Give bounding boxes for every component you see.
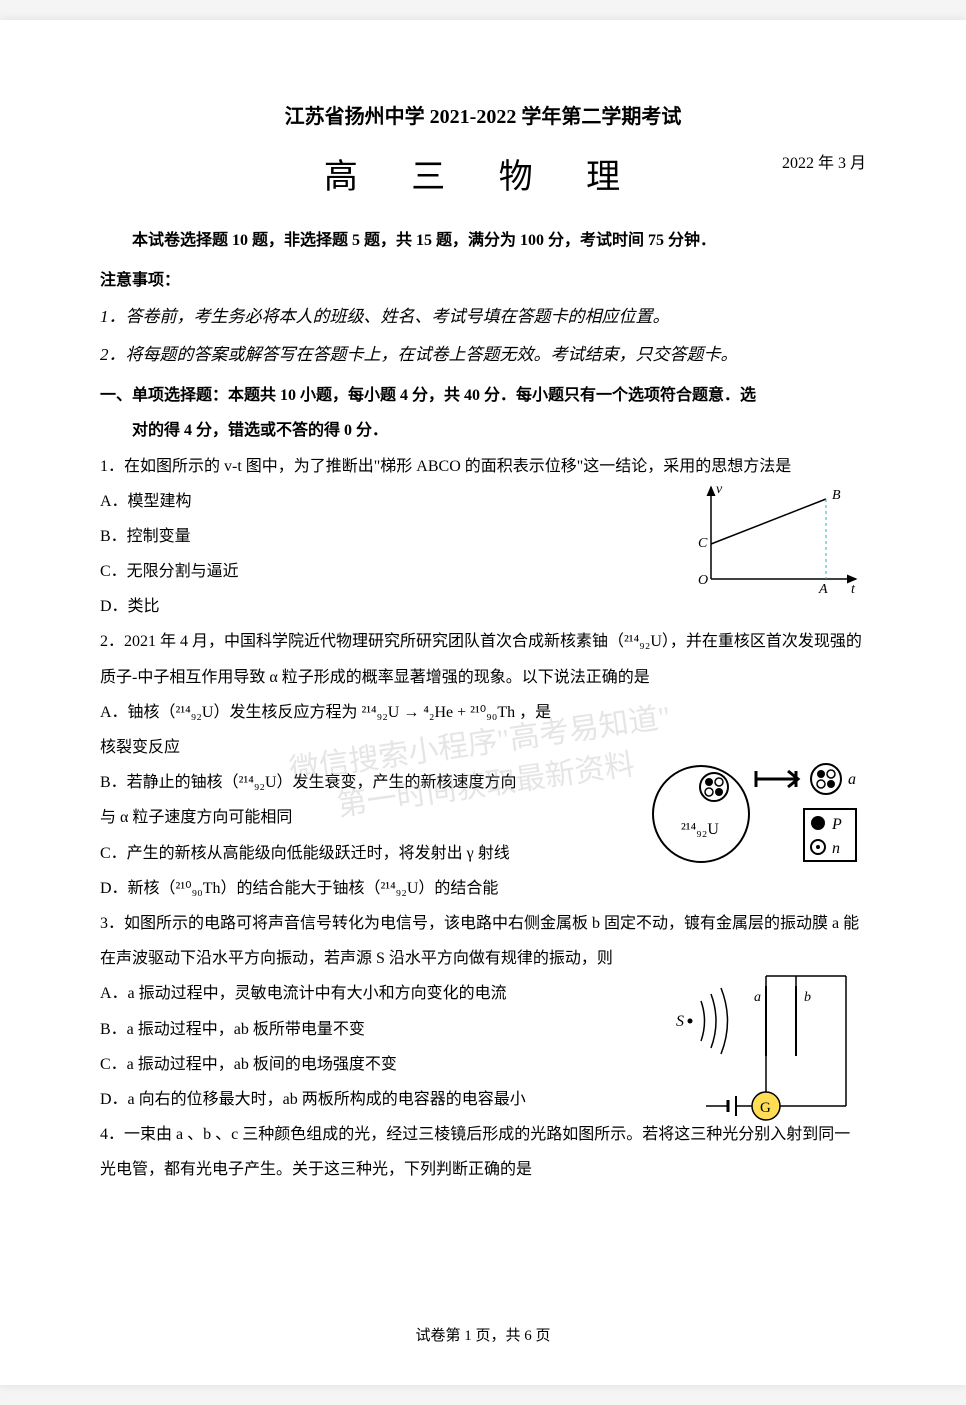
label-a: a [848, 771, 856, 788]
subject-row: 高 三 物 理 2022 年 3 月 [100, 149, 866, 198]
vt-graph-icon: O C B A v t [686, 479, 866, 599]
question-2: 2．2021 年 4 月，中国科学院近代物理研究所研究团队首次合成新核素铀（²¹… [100, 624, 866, 906]
label-S: S [676, 1013, 684, 1030]
nucleus-diagram-icon: ²¹⁴₉₂U a P n [646, 749, 866, 879]
label-t: t [851, 582, 856, 597]
label-A: A [818, 582, 828, 597]
section-1-line1: 一、单项选择题：本题共 10 小题，每小题 4 分，共 40 分．每小题只有一个… [100, 387, 756, 404]
label-n: n [832, 840, 840, 857]
question-1: 1．在如图所示的 v-t 图中，为了推断出"梯形 ABCO 的面积表示位移"这一… [100, 449, 866, 625]
label-plate-b: b [804, 990, 811, 1005]
label-P: P [831, 816, 842, 833]
label-U: ²¹⁴₉₂U [681, 821, 719, 838]
label-C: C [698, 536, 708, 551]
q2-opt-a-1: A．铀核（²¹⁴₉₂U）发生核反应方程为 ²¹⁴₉₂U → ⁴₂He + ²¹⁰… [100, 695, 866, 730]
label-G: G [760, 1100, 771, 1116]
label-O: O [698, 573, 708, 588]
q4-text: 4．一束由 a 、b 、c 三种颜色组成的光，经过三棱镜后形成的光路如图所示。若… [100, 1117, 866, 1187]
page-footer: 试卷第 1 页，共 6 页 [0, 1324, 966, 1345]
question-4: 4．一束由 a 、b 、c 三种颜色组成的光，经过三棱镜后形成的光路如图所示。若… [100, 1117, 866, 1187]
label-B: B [832, 488, 841, 503]
exam-intro: 本试卷选择题 10 题，非选择题 5 题，共 15 题，满分为 100 分，考试… [100, 223, 866, 258]
circuit-diagram-icon: S a b G [666, 966, 866, 1126]
notice-1: 1．答卷前，考生务必将本人的班级、姓名、考试号填在答题卡的相应位置。 [100, 298, 866, 335]
subject-title: 高 三 物 理 [324, 149, 642, 198]
label-v: v [716, 482, 723, 497]
notice-2: 2．将每题的答案或解答写在答题卡上，在试卷上答题无效。考试结束，只交答题卡。 [100, 336, 866, 373]
section-1-line2: 对的得 4 分，错选或不答的得 0 分． [100, 413, 866, 448]
section-1-heading: 一、单项选择题：本题共 10 小题，每小题 4 分，共 40 分．每小题只有一个… [100, 378, 866, 448]
q2-text: 2．2021 年 4 月，中国科学院近代物理研究所研究团队首次合成新核素铀（²¹… [100, 624, 866, 694]
exam-page: 江苏省扬州中学 2021-2022 学年第二学期考试 高 三 物 理 2022 … [0, 20, 966, 1385]
notice-heading: 注意事项： [100, 263, 866, 298]
exam-date: 2022 年 3 月 [782, 149, 866, 173]
label-plate-a: a [754, 990, 761, 1005]
question-3: 3．如图所示的电路可将声音信号转化为电信号，该电路中右侧金属板 b 固定不动，镀… [100, 906, 866, 1117]
school-title: 江苏省扬州中学 2021-2022 学年第二学期考试 [100, 100, 866, 129]
